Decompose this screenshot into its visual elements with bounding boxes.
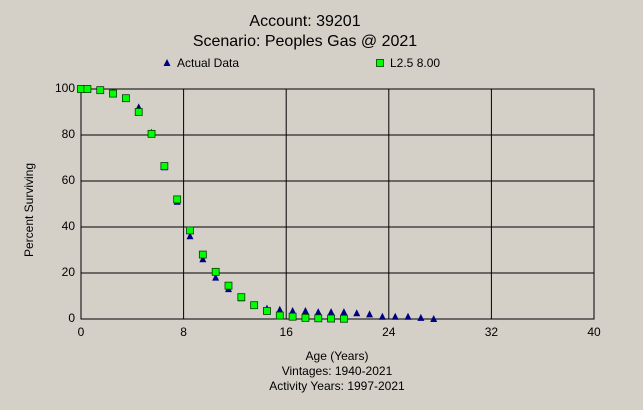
marker-square bbox=[147, 129, 156, 138]
y-tick-label: 100 bbox=[55, 81, 75, 95]
marker-square bbox=[275, 311, 284, 320]
x-tick-label: 40 bbox=[587, 325, 601, 339]
marker-triangle bbox=[301, 306, 309, 314]
y-tick-label: 60 bbox=[62, 173, 76, 187]
marker-triangle bbox=[353, 309, 361, 317]
x-tick-label: 8 bbox=[180, 325, 187, 339]
marker-triangle bbox=[340, 308, 348, 316]
y-tick-label: 80 bbox=[62, 127, 76, 141]
legend-label: L2.5 8.00 bbox=[390, 56, 440, 70]
marker-triangle bbox=[314, 308, 322, 316]
marker-square bbox=[109, 89, 117, 98]
marker-triangle bbox=[327, 308, 335, 316]
x-tick-label: 0 bbox=[78, 325, 85, 339]
marker-square bbox=[198, 250, 207, 259]
legend-label: Actual Data bbox=[177, 56, 239, 70]
x-axis-label: Age (Years) bbox=[306, 349, 369, 363]
marker-square bbox=[340, 314, 348, 323]
marker-square bbox=[314, 314, 323, 323]
marker-square bbox=[301, 313, 310, 322]
x-tick-label: 16 bbox=[280, 325, 294, 339]
marker-square bbox=[134, 108, 143, 116]
y-tick-label: 40 bbox=[62, 219, 76, 233]
marker-square bbox=[173, 195, 182, 204]
chart-subtitle: Scenario: Peoples Gas @ 2021 bbox=[193, 33, 417, 50]
marker-square bbox=[77, 85, 85, 93]
marker-triangle bbox=[417, 313, 425, 321]
marker-triangle bbox=[199, 255, 207, 263]
marker-square bbox=[160, 162, 169, 170]
marker-square bbox=[327, 314, 335, 323]
marker-square bbox=[186, 226, 194, 235]
marker-square bbox=[288, 312, 297, 321]
marker-square bbox=[376, 59, 384, 67]
marker-triangle bbox=[163, 59, 171, 66]
marker-square bbox=[224, 281, 233, 290]
marker-square bbox=[83, 85, 92, 93]
y-tick-label: 0 bbox=[68, 311, 75, 325]
marker-triangle bbox=[404, 312, 412, 320]
marker-square bbox=[237, 293, 246, 302]
x-tick-label: 32 bbox=[485, 325, 499, 339]
marker-square bbox=[96, 86, 105, 95]
marker-triangle bbox=[212, 273, 220, 281]
marker-square bbox=[211, 267, 220, 276]
marker-triangle bbox=[289, 306, 297, 314]
y-axis-label: Percent Surviving bbox=[22, 163, 36, 257]
marker-triangle bbox=[430, 315, 438, 322]
marker-triangle bbox=[366, 310, 374, 318]
marker-triangle bbox=[391, 312, 399, 320]
marker-triangle bbox=[378, 312, 386, 320]
chart-title: Account: 39201 bbox=[249, 13, 360, 30]
marker-square bbox=[263, 307, 271, 315]
annotation: Activity Years: 1997-2021 bbox=[269, 379, 405, 393]
marker-triangle bbox=[186, 232, 194, 240]
plot-border bbox=[80, 88, 595, 320]
y-tick-label: 20 bbox=[62, 265, 76, 279]
marker-triangle bbox=[276, 305, 284, 313]
annotation: Vintages: 1940-2021 bbox=[282, 364, 393, 378]
marker-square bbox=[250, 301, 259, 310]
x-tick-label: 24 bbox=[382, 325, 396, 339]
marker-square bbox=[121, 94, 130, 103]
